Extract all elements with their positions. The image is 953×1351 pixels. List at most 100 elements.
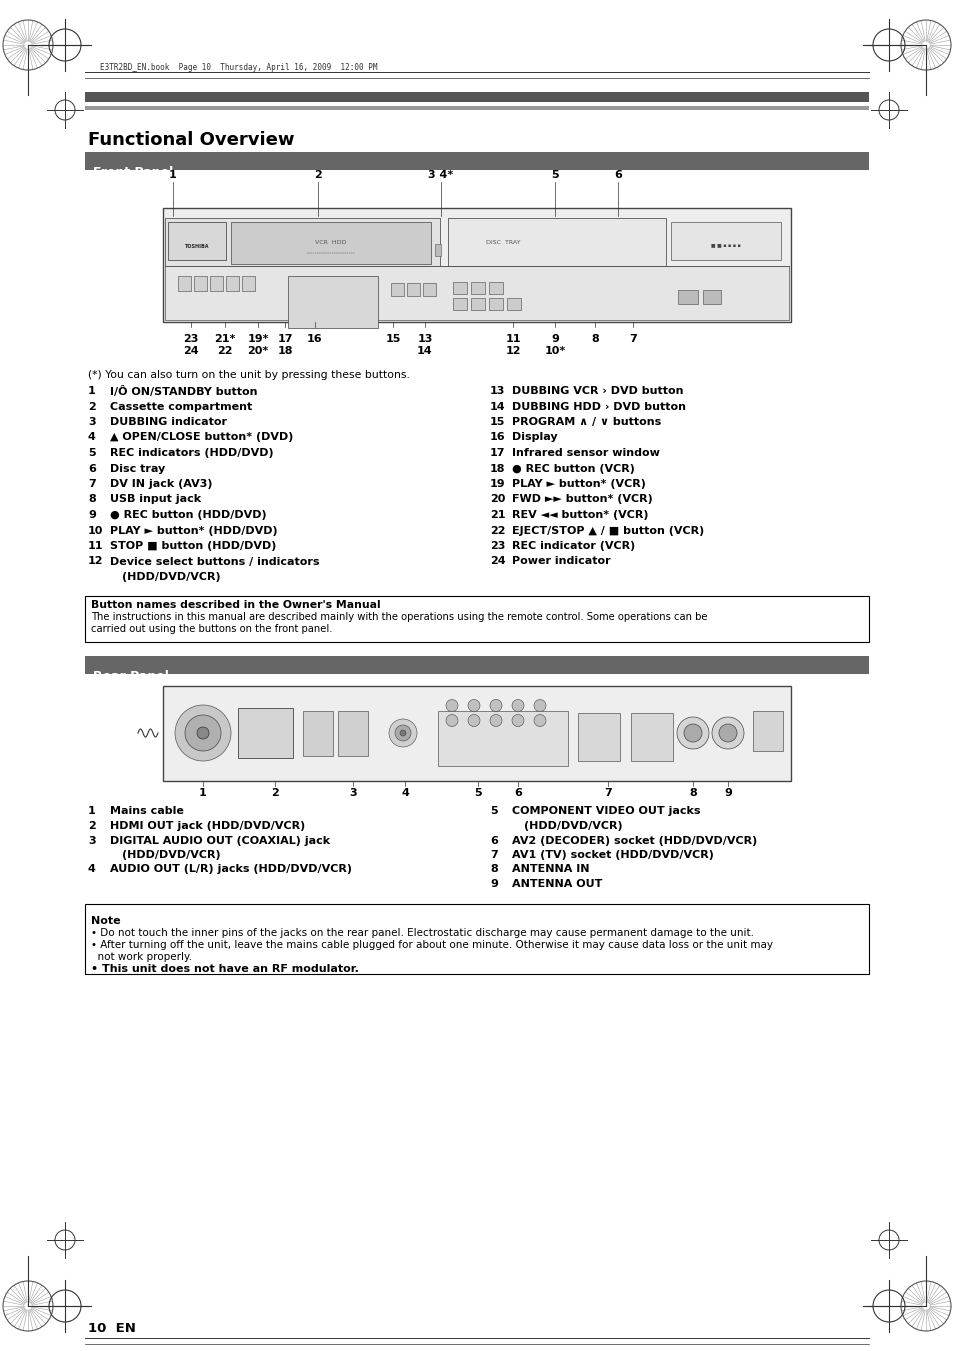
Text: USB input jack: USB input jack [110,494,201,504]
Text: DIGITAL AUDIO OUT (COAXIAL) jack: DIGITAL AUDIO OUT (COAXIAL) jack [110,835,330,846]
Text: REC indicators (HDD/DVD): REC indicators (HDD/DVD) [110,449,274,458]
Circle shape [174,705,231,761]
Text: 4: 4 [88,865,95,874]
Text: 12: 12 [505,346,520,357]
Text: DV IN jack (AV3): DV IN jack (AV3) [110,480,213,489]
Bar [752,711,782,751]
Text: 5: 5 [474,789,481,798]
Text: 10  EN: 10 EN [88,1323,135,1335]
Text: 6: 6 [614,170,621,180]
Text: Display: Display [512,432,558,443]
Bar [471,282,484,295]
Text: (HDD/DVD/VCR): (HDD/DVD/VCR) [122,571,220,582]
Circle shape [446,700,457,712]
Circle shape [468,700,479,712]
Circle shape [683,724,701,742]
Text: TOSHIBA: TOSHIBA [185,245,209,249]
Circle shape [534,700,545,712]
Bar [702,290,720,304]
Text: HDMI OUT jack (HDD/DVD/VCR): HDMI OUT jack (HDD/DVD/VCR) [110,821,305,831]
Text: Cassette compartment: Cassette compartment [110,401,252,412]
Bar [435,245,440,255]
Text: ▲ OPEN/CLOSE button* (DVD): ▲ OPEN/CLOSE button* (DVD) [110,432,294,443]
Text: 23: 23 [490,540,505,551]
Bar [237,708,293,758]
Text: 24: 24 [490,557,505,566]
Text: xxxxxxxxxxxxxxxxxxxxxxx: xxxxxxxxxxxxxxxxxxxxxxx [306,251,355,255]
Text: PLAY ► button* (HDD/DVD): PLAY ► button* (HDD/DVD) [110,526,277,535]
Text: 7: 7 [490,850,497,861]
Bar [678,290,698,304]
Circle shape [677,717,708,748]
Text: 21*: 21* [214,334,235,345]
Text: 4: 4 [400,789,409,798]
Text: 16: 16 [490,432,505,443]
Circle shape [196,727,209,739]
Text: DISC  TRAY: DISC TRAY [485,240,519,245]
Bar [448,218,665,266]
Text: 3: 3 [88,417,95,427]
Text: 22: 22 [490,526,505,535]
Text: VCR  HDD: VCR HDD [315,240,346,245]
Text: 14: 14 [416,346,433,357]
Bar [489,299,502,309]
Text: 10: 10 [88,526,103,535]
Text: 13: 13 [416,334,433,345]
Bar [437,711,567,766]
Bar [163,208,790,322]
Text: 2: 2 [88,401,95,412]
Text: 17: 17 [277,334,293,345]
Bar [85,904,868,919]
Text: 18: 18 [277,346,293,357]
Text: Mains cable: Mains cable [110,807,184,816]
Text: PLAY ► button* (VCR): PLAY ► button* (VCR) [512,480,645,489]
Text: AV2 (DECODER) socket (HDD/DVD/VCR): AV2 (DECODER) socket (HDD/DVD/VCR) [512,835,757,846]
Text: 8: 8 [490,865,497,874]
Bar [85,904,868,974]
Text: The instructions in this manual are described mainly with the operations using t: The instructions in this manual are desc… [91,612,707,621]
Text: 9: 9 [490,880,497,889]
Text: DUBBING VCR › DVD button: DUBBING VCR › DVD button [512,386,682,396]
Text: Button names described in the Owner's Manual: Button names described in the Owner's Ma… [91,600,380,609]
Circle shape [512,715,523,727]
Circle shape [185,715,221,751]
Text: STOP ■ button (HDD/DVD): STOP ■ button (HDD/DVD) [110,540,276,551]
Bar [471,299,484,309]
Text: 22: 22 [217,346,233,357]
Text: 6: 6 [88,463,95,473]
Text: 24: 24 [183,346,198,357]
Text: AV1 (TV) socket (HDD/DVD/VCR): AV1 (TV) socket (HDD/DVD/VCR) [512,850,713,861]
Circle shape [389,719,416,747]
Bar [407,282,419,296]
Text: 4: 4 [88,432,95,443]
Text: 11: 11 [88,540,103,551]
Bar [630,712,672,761]
Text: FWD ►► button* (VCR): FWD ►► button* (VCR) [512,494,652,504]
Text: 19: 19 [490,480,505,489]
Text: 3 4*: 3 4* [428,170,453,180]
Text: 8: 8 [591,334,598,345]
Text: 5: 5 [551,170,558,180]
Text: Functional Overview: Functional Overview [88,131,294,149]
Bar [178,276,191,290]
Circle shape [534,715,545,727]
Text: 6: 6 [514,789,521,798]
Bar [506,299,520,309]
Circle shape [468,715,479,727]
Text: 15: 15 [385,334,400,345]
Text: 11: 11 [505,334,520,345]
Text: 3: 3 [88,835,95,846]
Text: 9: 9 [551,334,558,345]
Text: 23: 23 [183,334,198,345]
Text: Front Panel: Front Panel [92,166,173,178]
Bar [288,276,377,328]
Text: Note: Note [91,916,120,925]
Text: 13: 13 [490,386,505,396]
Bar [85,105,868,109]
Bar [337,711,368,755]
Text: 5: 5 [490,807,497,816]
Text: 21: 21 [490,509,505,520]
Text: 1: 1 [88,386,95,396]
Text: (HDD/DVD/VCR): (HDD/DVD/VCR) [523,821,622,831]
Text: 7: 7 [628,334,637,345]
